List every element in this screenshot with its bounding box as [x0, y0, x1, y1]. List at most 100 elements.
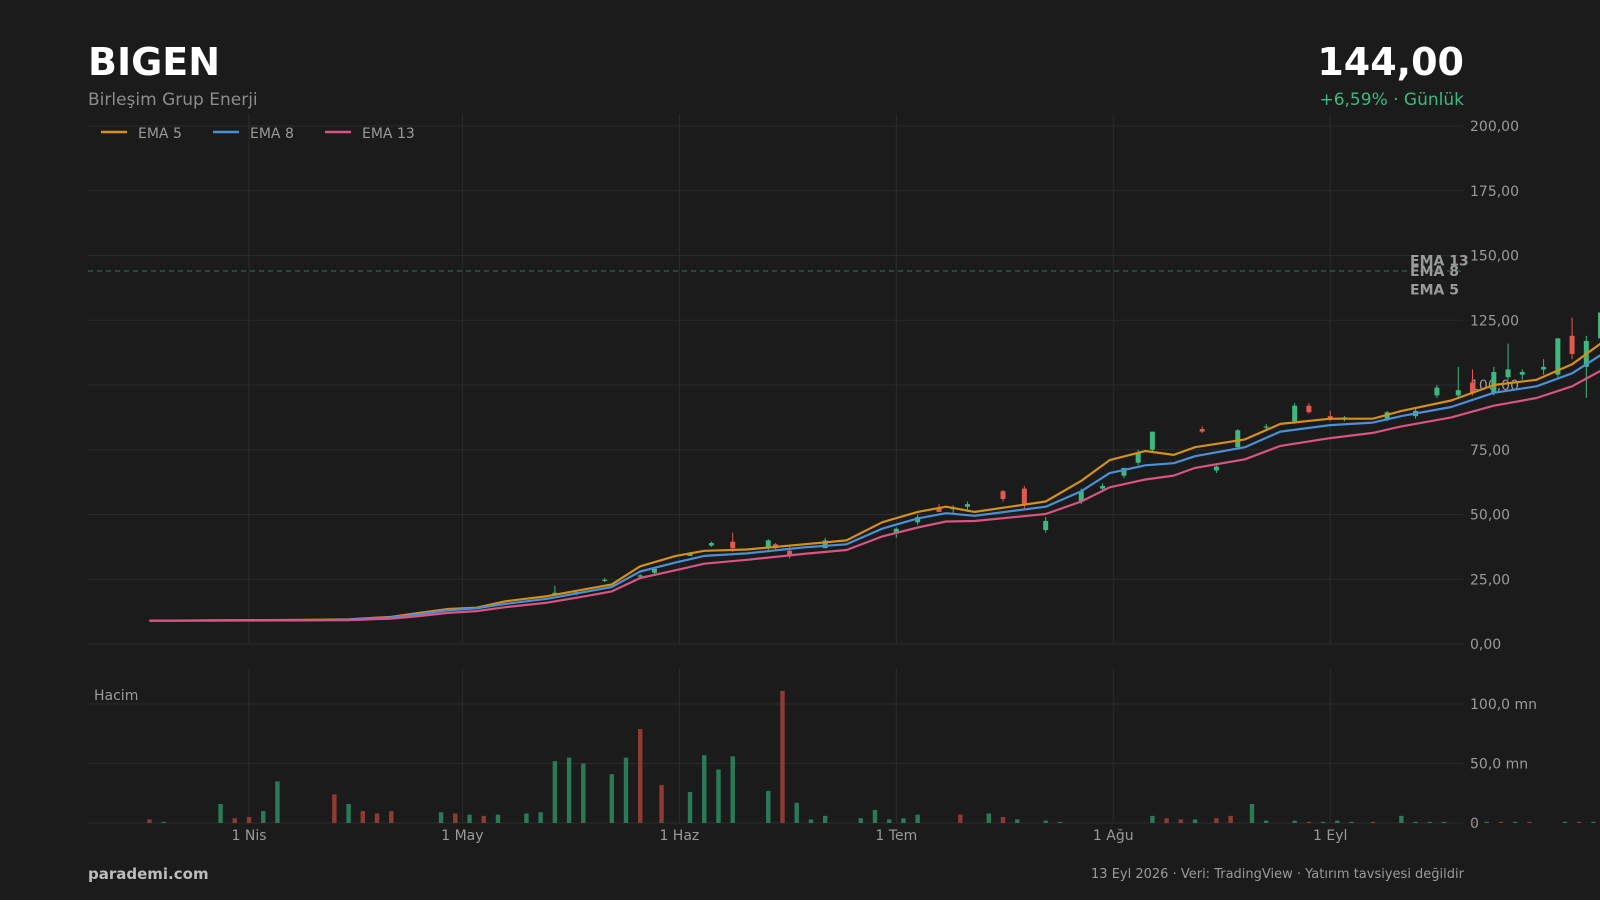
volume-bar — [1320, 821, 1326, 823]
volume-bar — [374, 813, 380, 823]
volume-bar — [1264, 820, 1269, 823]
volume-bar — [780, 690, 785, 823]
ema-line-ema-8 — [149, 354, 1600, 622]
legend-entry: EMA 8 — [250, 126, 294, 142]
candle-body — [1469, 382, 1475, 393]
volume-bar — [389, 811, 394, 823]
candle-body — [1434, 387, 1440, 396]
volume-bar — [218, 803, 223, 823]
company-name: Birleşim Grup Enerji — [88, 90, 258, 110]
volume-bar — [552, 761, 558, 823]
volume-bar — [808, 819, 814, 823]
candle-body — [765, 540, 771, 549]
candle-body — [1100, 486, 1106, 489]
candle-body — [787, 550, 793, 556]
volume-bar — [822, 815, 828, 823]
volume-bar — [524, 813, 529, 823]
candle-body — [730, 541, 736, 549]
volume-bar — [261, 811, 266, 823]
volume-bar — [332, 794, 337, 823]
candle-body — [1555, 338, 1561, 375]
volume-bar — [1576, 821, 1582, 823]
x-axis-tick: 1 Nis — [231, 828, 266, 844]
volume-bar — [1000, 817, 1006, 823]
daily-change: +6,59% · Günlük — [1319, 90, 1464, 110]
volume-bar — [246, 817, 252, 823]
volume-axis-tick: 0 — [1470, 816, 1479, 832]
candle-body — [915, 517, 921, 523]
volume-bar — [887, 819, 892, 823]
candle-body — [637, 575, 643, 577]
candle-body — [822, 540, 828, 549]
price-axis-tick: 25,00 — [1470, 572, 1510, 588]
volume-bar — [1370, 821, 1376, 823]
volume-bar — [716, 769, 721, 823]
volume-bar — [858, 818, 863, 823]
x-axis-tick: 1 Eyl — [1313, 828, 1347, 844]
volume-bar — [566, 757, 572, 823]
ema-end-label: EMA 8 — [1410, 264, 1459, 280]
price-axis-tick: 0,00 — [1470, 637, 1501, 653]
volume-bar — [581, 763, 586, 823]
volume-bar — [147, 819, 152, 823]
ema-line-ema-13 — [149, 369, 1600, 622]
volume-bar — [1413, 821, 1418, 823]
volume-bar — [1335, 820, 1340, 823]
volume-bar — [659, 784, 664, 823]
last-price: 144,00 — [1317, 40, 1464, 84]
volume-bar — [901, 818, 906, 823]
volume-bar — [1292, 820, 1297, 823]
candle-body — [1491, 372, 1497, 393]
brand-name[interactable]: parademi.com — [88, 865, 209, 883]
volume-bar — [623, 757, 629, 823]
volume-bar — [1164, 818, 1169, 823]
ema-end-label: EMA 5 — [1410, 283, 1459, 299]
volume-bar — [495, 814, 501, 823]
candle-body — [1598, 312, 1600, 339]
volume-bar — [1562, 821, 1568, 823]
volume-bar — [1228, 815, 1233, 823]
volume-bar — [1591, 821, 1596, 823]
price-axis-tick: 75,00 — [1470, 443, 1510, 459]
volume-bar — [638, 728, 643, 823]
volume-bar — [687, 792, 693, 823]
volume-bar — [1349, 821, 1354, 823]
x-axis-tick: 1 Tem — [875, 828, 917, 844]
x-axis-tick: 1 Ağu — [1093, 828, 1134, 844]
volume-bar — [766, 790, 771, 823]
candle-body — [1043, 520, 1049, 531]
candle-body — [1569, 335, 1575, 354]
candle-body — [893, 528, 899, 533]
volume-bar — [915, 814, 920, 823]
volume-pane-label: Hacim — [94, 688, 138, 704]
volume-bar — [1057, 821, 1063, 823]
volume-bar — [161, 821, 166, 823]
volume-bar — [958, 814, 963, 823]
volume-bar — [481, 815, 486, 823]
candle-body — [1541, 366, 1547, 370]
candle-body — [1263, 426, 1269, 428]
price-axis-tick: 175,00 — [1470, 184, 1519, 200]
candle-body — [1306, 405, 1312, 413]
volume-bar — [360, 811, 366, 823]
candle-body — [1213, 466, 1219, 471]
candle-body — [1455, 390, 1461, 396]
candle-body — [1505, 369, 1511, 378]
candle-body — [708, 542, 714, 546]
volume-bar — [538, 812, 543, 823]
candle-body — [1021, 488, 1027, 505]
ticker-symbol: BIGEN — [88, 40, 221, 84]
legend-entry: EMA 5 — [138, 126, 182, 142]
volume-bar — [1527, 821, 1532, 823]
volume-bar — [1484, 821, 1489, 823]
volume-bar — [1150, 815, 1155, 823]
x-axis-tick: 1 May — [441, 828, 483, 844]
candle-body — [1000, 491, 1006, 499]
candle-body — [1235, 430, 1241, 448]
volume-bar — [1192, 819, 1198, 823]
volume-bar — [1441, 821, 1447, 823]
price-axis-tick: 200,00 — [1470, 119, 1519, 135]
candle-body — [1135, 452, 1141, 463]
candle-body — [1519, 372, 1525, 375]
